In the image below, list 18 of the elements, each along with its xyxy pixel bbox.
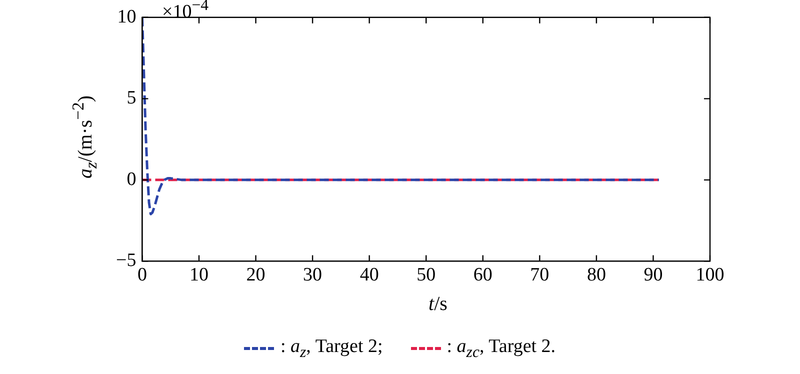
y-tick-label: 5	[126, 88, 136, 109]
x-tick-label: 20	[246, 264, 266, 286]
y-tick-label: 0	[126, 168, 136, 190]
legend-label: : a$_{zc}$, Target 2.	[446, 336, 556, 362]
x-tick-label: 30	[303, 264, 322, 286]
legend-label: : a$_{z}$, Target 2;	[280, 336, 383, 362]
x-tick-label: 10	[189, 264, 208, 286]
line-series	[142, 17, 660, 216]
x-tick-label: 90	[644, 264, 663, 286]
x-tick-label: 60	[473, 264, 492, 286]
x-tick-label: 70	[530, 264, 550, 286]
x-tick-label: 40	[360, 264, 379, 286]
x-axis-title: t/s	[428, 293, 448, 316]
x-tick-label: 50	[416, 264, 436, 286]
x-tick-label: 80	[586, 264, 606, 286]
x-tick-label: 100	[696, 264, 724, 286]
y-tick-label: 10	[117, 6, 136, 28]
y-tick-label: −5	[116, 250, 136, 272]
